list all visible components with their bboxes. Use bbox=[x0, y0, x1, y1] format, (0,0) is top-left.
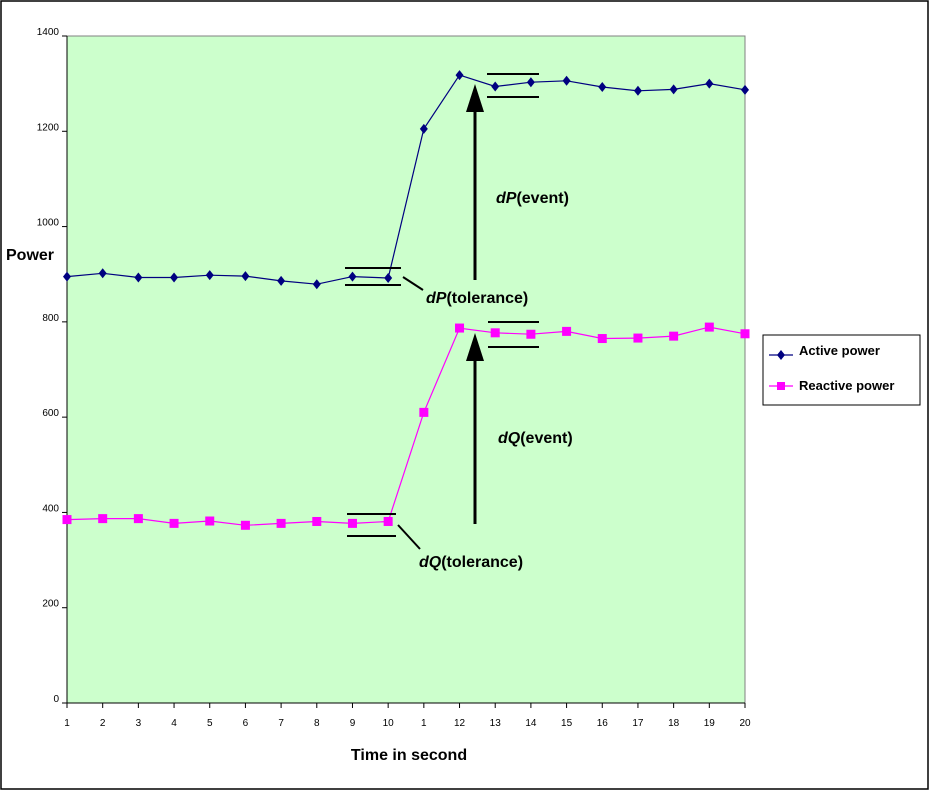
data-point-active-power bbox=[526, 77, 535, 88]
data-point-reactive-power bbox=[312, 516, 322, 526]
data-point-reactive-power bbox=[276, 518, 286, 528]
series-line-reactive-power bbox=[66, 326, 746, 526]
y-tick-label: 1000 bbox=[37, 218, 60, 229]
dp-tolerance-leader bbox=[402, 276, 424, 291]
data-point-reactive-power bbox=[98, 514, 108, 524]
x-tick-label: 9 bbox=[350, 718, 356, 729]
y-axis: 0 200 400 600 800 1000 1200 1400 bbox=[37, 27, 68, 705]
data-point-reactive-power bbox=[740, 329, 750, 339]
x-tick-label: 19 bbox=[704, 718, 716, 729]
x-tick-label: 3 bbox=[136, 718, 142, 729]
data-point-reactive-power bbox=[169, 518, 179, 528]
x-tick-label: 14 bbox=[525, 718, 537, 729]
legend-marker-reactive bbox=[777, 382, 785, 390]
x-tick-label: 8 bbox=[314, 718, 320, 729]
data-point-reactive-power bbox=[205, 516, 215, 526]
data-point-active-power bbox=[170, 272, 179, 283]
data-point-active-power bbox=[384, 273, 393, 284]
x-tick-label: 10 bbox=[383, 718, 395, 729]
x-tick-label: 17 bbox=[632, 718, 644, 729]
data-point-reactive-power bbox=[419, 407, 429, 417]
x-tick-label: 1 bbox=[64, 718, 70, 729]
x-tick-label: 15 bbox=[561, 718, 573, 729]
legend-label-reactive: Reactive power bbox=[799, 378, 894, 393]
dp-event-label: dP(event) bbox=[496, 190, 569, 207]
dq-event-label: dQ(event) bbox=[498, 430, 573, 447]
data-point-active-power bbox=[669, 84, 678, 95]
y-tick-label: 600 bbox=[42, 408, 59, 419]
series-reactive-power bbox=[62, 322, 750, 530]
data-point-active-power bbox=[491, 81, 500, 92]
x-tick-label: 20 bbox=[739, 718, 751, 729]
y-tick-label: 1400 bbox=[37, 27, 60, 38]
data-point-active-power bbox=[633, 85, 642, 96]
dp-event-arrow-head bbox=[466, 84, 484, 112]
series-line-active-power bbox=[66, 74, 746, 285]
data-point-active-power bbox=[455, 70, 464, 81]
y-tick-label: 400 bbox=[42, 503, 59, 514]
data-point-active-power bbox=[98, 268, 107, 279]
x-tick-label: 12 bbox=[454, 718, 466, 729]
data-point-reactive-power bbox=[526, 329, 536, 339]
x-axis-title: Time in second bbox=[351, 747, 467, 764]
x-tick-label: 5 bbox=[207, 718, 213, 729]
y-axis-title: Power bbox=[6, 247, 54, 264]
data-point-reactive-power bbox=[704, 322, 714, 332]
x-tick-label: 2 bbox=[100, 718, 106, 729]
legend-box bbox=[762, 334, 921, 406]
data-point-active-power bbox=[134, 272, 143, 283]
x-tick-label: 7 bbox=[278, 718, 284, 729]
series-layer bbox=[62, 70, 750, 530]
data-point-reactive-power bbox=[669, 331, 679, 341]
legend: Active power Reactive power bbox=[762, 334, 921, 406]
leader-lines bbox=[397, 276, 424, 550]
y-tick-label: 200 bbox=[42, 599, 59, 610]
data-point-active-power bbox=[277, 275, 286, 286]
data-point-reactive-power bbox=[347, 518, 357, 528]
y-tick-label: 0 bbox=[53, 694, 59, 705]
x-tick-label: 16 bbox=[597, 718, 609, 729]
data-point-active-power bbox=[312, 279, 321, 290]
dp-tolerance-label: dP(tolerance) bbox=[426, 290, 528, 307]
data-point-active-power bbox=[205, 270, 214, 281]
data-point-active-power bbox=[562, 75, 571, 86]
data-point-reactive-power bbox=[455, 323, 465, 333]
data-point-active-power bbox=[598, 81, 607, 92]
data-point-reactive-power bbox=[562, 326, 572, 336]
data-point-active-power bbox=[241, 271, 250, 282]
data-point-active-power bbox=[348, 271, 357, 282]
tolerance-bars bbox=[345, 73, 539, 537]
data-point-active-power bbox=[741, 84, 749, 95]
x-tick-label: 1 bbox=[421, 718, 427, 729]
data-point-active-power bbox=[419, 123, 428, 134]
x-tick-label: 18 bbox=[668, 718, 680, 729]
x-axis: 1 2 3 4 5 6 7 8 9 10 1 12 13 14 15 16 17 18 19 20 bbox=[64, 702, 751, 729]
event-arrows bbox=[466, 84, 484, 524]
legend-marker-active bbox=[777, 350, 785, 360]
data-point-active-power bbox=[705, 78, 714, 89]
series-active-power bbox=[63, 70, 749, 290]
data-point-active-power bbox=[63, 271, 71, 282]
x-tick-label: 13 bbox=[490, 718, 502, 729]
data-point-reactive-power bbox=[490, 328, 500, 338]
data-point-reactive-power bbox=[133, 514, 143, 524]
y-tick-label: 1200 bbox=[37, 122, 60, 133]
data-point-reactive-power bbox=[240, 520, 250, 530]
legend-label-active: Active power bbox=[799, 343, 880, 358]
dq-tolerance-label: dQ(tolerance) bbox=[419, 554, 523, 571]
x-tick-label: 6 bbox=[243, 718, 249, 729]
data-point-reactive-power bbox=[383, 516, 393, 526]
dq-tolerance-leader bbox=[397, 524, 421, 550]
plot-area bbox=[66, 35, 746, 704]
dq-event-arrow-head bbox=[466, 333, 484, 361]
data-point-reactive-power bbox=[597, 334, 607, 344]
data-point-reactive-power bbox=[62, 515, 72, 525]
y-tick-label: 800 bbox=[42, 313, 59, 324]
x-tick-label: 4 bbox=[171, 718, 177, 729]
data-point-reactive-power bbox=[633, 333, 643, 343]
